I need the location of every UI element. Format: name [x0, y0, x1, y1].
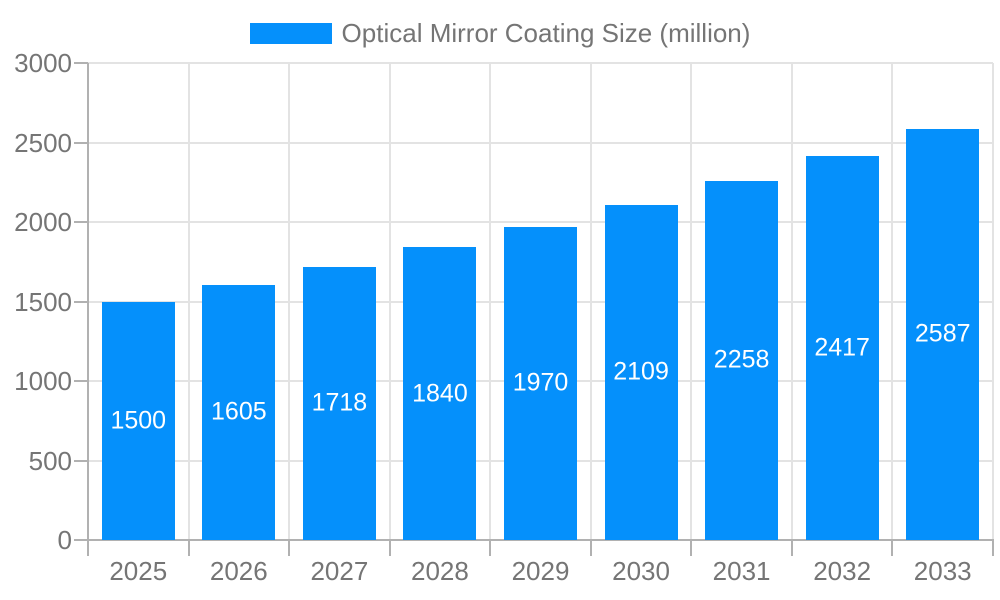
y-tick — [74, 62, 88, 64]
bar-value-label: 1970 — [512, 368, 569, 397]
bar-value-label: 1840 — [412, 379, 468, 408]
x-tick — [489, 540, 492, 556]
y-gridline — [88, 141, 993, 144]
y-gridline — [88, 221, 993, 223]
bar-value-label: 1605 — [211, 397, 267, 426]
x-gridline — [589, 63, 592, 540]
bar-value-label: 1500 — [110, 406, 167, 435]
x-tick-label: 2031 — [712, 556, 771, 586]
bar[interactable]: 2417 — [805, 155, 879, 540]
y-tick-label: 1000 — [14, 366, 72, 396]
x-tick — [891, 540, 894, 556]
y-tick — [74, 539, 88, 541]
y-axis-line — [87, 63, 89, 541]
y-tick-label: 0 — [57, 525, 72, 555]
y-tick-label: 2000 — [14, 207, 72, 237]
x-tick-label: 2026 — [209, 556, 268, 586]
x-gridline — [288, 63, 291, 540]
bar[interactable]: 2258 — [705, 180, 779, 540]
x-gridline — [690, 63, 693, 540]
x-gridline — [992, 63, 994, 540]
x-tick — [690, 540, 693, 556]
x-tick — [589, 540, 592, 556]
bar-value-label: 2258 — [713, 345, 770, 374]
bar[interactable]: 1500 — [101, 301, 175, 540]
x-gridline — [388, 63, 391, 540]
x-tick-label: 2033 — [913, 556, 972, 586]
legend[interactable]: Optical Mirror Coating Size (million) — [0, 20, 1000, 46]
x-tick — [992, 540, 994, 556]
bar[interactable]: 1605 — [202, 284, 276, 540]
bar[interactable]: 1840 — [403, 247, 477, 540]
x-tick — [87, 540, 89, 556]
x-tick-label: 2030 — [612, 556, 670, 586]
legend-swatch — [249, 22, 332, 44]
bar[interactable]: 2109 — [604, 204, 678, 540]
bar-value-label: 2587 — [914, 319, 971, 348]
y-tick-label: 3000 — [14, 48, 72, 78]
x-axis-line — [87, 539, 994, 541]
y-tick — [74, 300, 88, 303]
y-tick — [74, 221, 88, 223]
x-tick-label: 2025 — [109, 556, 168, 586]
x-tick — [288, 540, 291, 556]
y-tick — [74, 380, 88, 382]
x-tick-label: 2027 — [310, 556, 369, 586]
x-gridline — [790, 63, 793, 540]
x-tick — [388, 540, 391, 556]
bar-value-label: 2417 — [814, 333, 870, 362]
x-tick-label: 2029 — [511, 556, 570, 586]
bar[interactable]: 1718 — [302, 266, 376, 540]
legend-label: Optical Mirror Coating Size (million) — [341, 18, 751, 48]
x-gridline — [891, 63, 894, 540]
bar-value-label: 1718 — [311, 388, 368, 417]
y-tick — [74, 459, 88, 462]
y-tick-label: 500 — [28, 445, 72, 476]
bar[interactable]: 1970 — [504, 226, 577, 540]
y-gridline — [88, 62, 993, 64]
x-tick-label: 2028 — [411, 556, 469, 586]
x-gridline — [489, 63, 492, 540]
y-tick — [74, 141, 88, 144]
x-tick-label: 2032 — [813, 556, 872, 586]
x-gridline — [187, 63, 190, 540]
x-tick — [790, 540, 793, 556]
y-tick-label: 1500 — [14, 286, 72, 317]
y-tick-label: 2500 — [14, 127, 72, 158]
x-tick — [187, 540, 190, 556]
bar[interactable]: 2587 — [906, 128, 980, 540]
bar-value-label: 2109 — [613, 357, 669, 386]
